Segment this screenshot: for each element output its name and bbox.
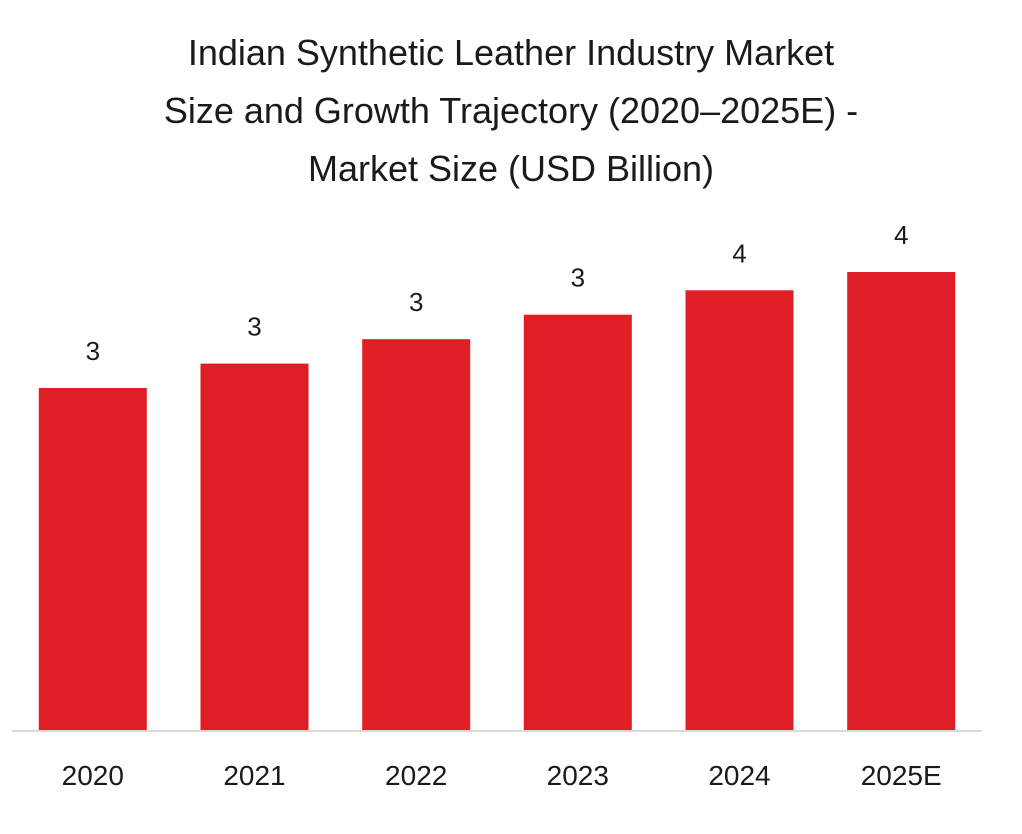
chart-title-line-3: Market Size (USD Billion) <box>307 148 715 189</box>
data-label-2022: 3 <box>409 287 423 317</box>
bar-2022 <box>362 339 471 730</box>
data-labels-group: 3 3 3 3 4 4 <box>86 220 909 366</box>
chart-title: Indian Synthetic Leather Industry Market… <box>40 24 982 198</box>
data-label-2021: 3 <box>247 312 261 342</box>
x-tick-label-2021: 2021 <box>223 760 285 791</box>
x-tick-label-2023: 2023 <box>547 760 609 791</box>
bar-2020 <box>38 388 147 730</box>
bar-2023 <box>523 314 632 730</box>
chart-title-line-2: Size and Growth Trajectory (2020–2025E) … <box>163 90 859 131</box>
bar-2024 <box>685 290 794 730</box>
bar-2025E <box>847 272 956 730</box>
x-tick-labels-group: 2020 2021 2022 2023 2024 2025E <box>62 760 942 791</box>
bar-2021 <box>200 363 309 730</box>
bars-group <box>38 272 956 730</box>
x-tick-label-2020: 2020 <box>62 760 124 791</box>
x-tick-label-2025E: 2025E <box>861 760 942 791</box>
chart-title-line-1: Indian Synthetic Leather Industry Market <box>187 32 835 73</box>
x-tick-label-2024: 2024 <box>708 760 770 791</box>
data-label-2024: 4 <box>732 238 746 268</box>
x-tick-label-2022: 2022 <box>385 760 447 791</box>
data-label-2023: 3 <box>571 263 585 293</box>
data-label-2020: 3 <box>86 336 100 366</box>
data-label-2025E: 4 <box>894 220 908 250</box>
